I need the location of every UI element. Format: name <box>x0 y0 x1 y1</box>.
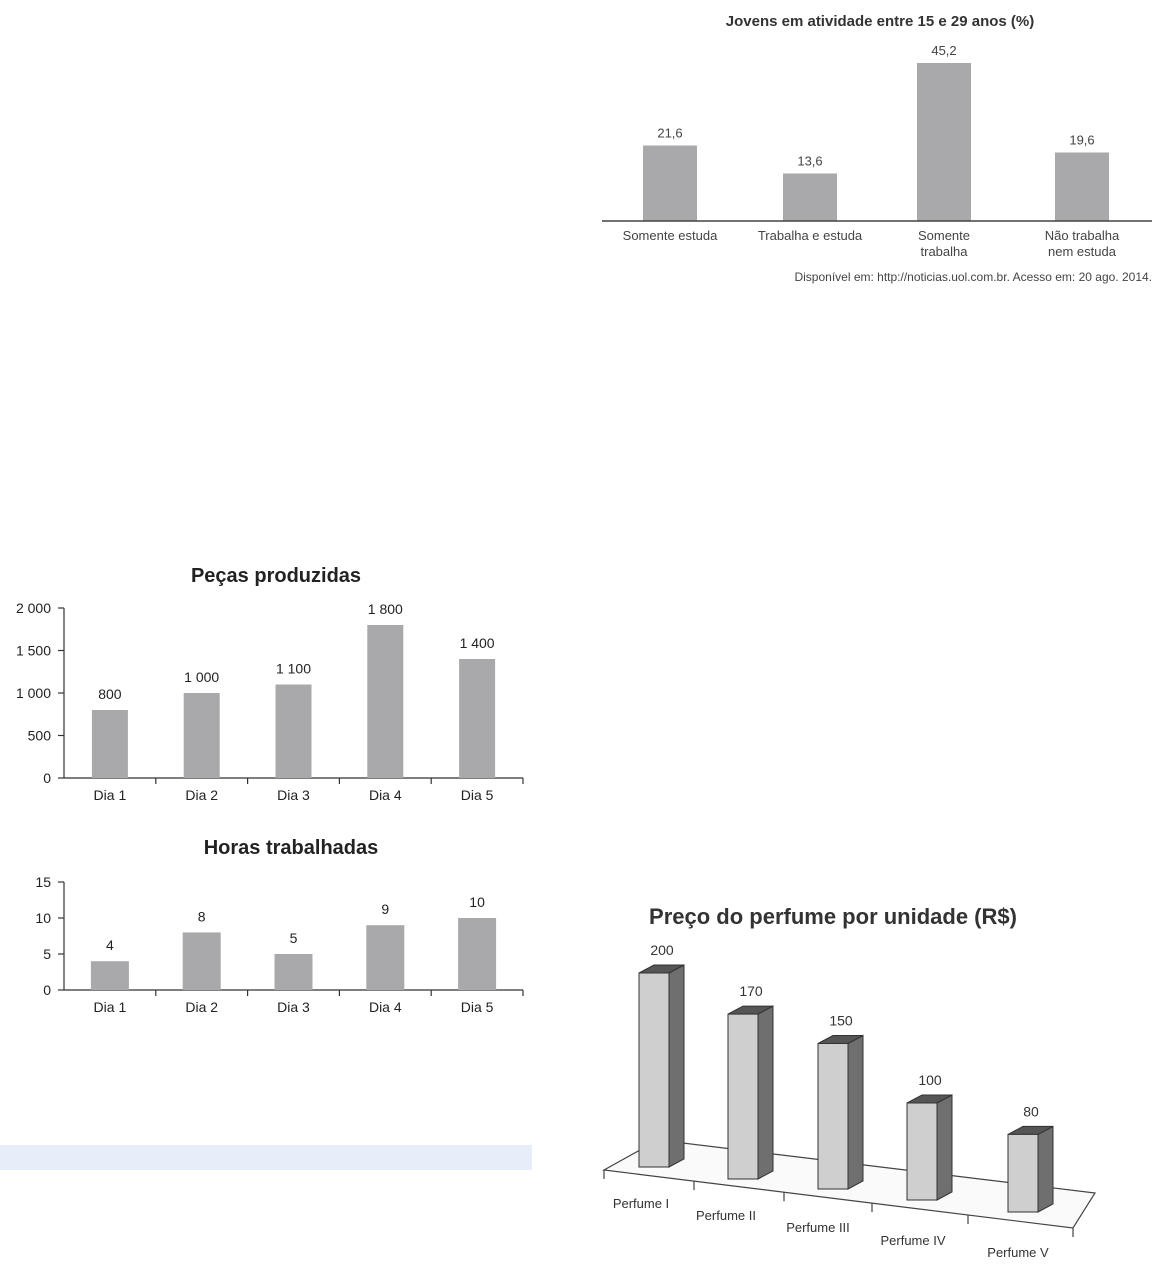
chart-jovens-category-label: Não trabalha <box>1045 228 1120 243</box>
chart-pecas-bar <box>91 710 128 778</box>
chart-perfume-category-label: Perfume I <box>613 1196 669 1211</box>
chart-horas-bar <box>274 954 313 990</box>
chart-horas-bar <box>90 961 129 990</box>
chart-pecas-category-label: Dia 5 <box>461 787 494 803</box>
chart-perfume-value-label: 80 <box>1023 1103 1039 1119</box>
highlight-band <box>0 1145 532 1170</box>
chart-horas-value-label: 9 <box>381 901 389 917</box>
chart-perfume-value-label: 200 <box>650 942 674 958</box>
chart-pecas-category-label: Dia 3 <box>277 787 310 803</box>
chart-pecas-y-tick-label: 1 500 <box>16 643 51 659</box>
chart-pecas-value-label: 1 800 <box>368 601 403 617</box>
chart-horas-y-tick-label: 5 <box>43 946 51 962</box>
chart-jovens-category-label: Somente estuda <box>623 228 718 243</box>
chart-pecas-y-tick-label: 2 000 <box>16 600 51 616</box>
chart-perfume-bar-side <box>757 1005 774 1180</box>
chart-perfume-value-label: 150 <box>829 1013 853 1029</box>
chart-perfume-category-label: Perfume IV <box>880 1233 945 1248</box>
chart-horas-category-label: Dia 4 <box>369 999 402 1015</box>
chart-perfume-bar <box>817 1043 849 1190</box>
chart-perfume-value-label: 170 <box>739 983 763 999</box>
chart-perfume-bar <box>727 1013 759 1180</box>
chart-pecas-category-label: Dia 1 <box>94 787 127 803</box>
chart-jovens-source: Disponível em: http://noticias.uol.com.b… <box>794 270 1152 284</box>
chart-perfume-bar <box>638 972 670 1168</box>
chart-pecas-category-label: Dia 4 <box>369 787 402 803</box>
chart-jovens-value-label: 19,6 <box>1069 132 1094 147</box>
chart-perfume-title: Preço do perfume por unidade (R$) <box>649 904 1017 929</box>
chart-pecas-y-tick-label: 1 000 <box>16 685 51 701</box>
chart-pecas-category-label: Dia 2 <box>185 787 218 803</box>
chart-horas-category-label: Dia 3 <box>277 999 310 1015</box>
chart-horas-value-label: 5 <box>290 930 298 946</box>
chart-jovens: Jovens em atividade entre 15 e 29 anos (… <box>602 13 1152 284</box>
chart-perfume-bar <box>1007 1133 1039 1213</box>
chart-perfume-category-label: Perfume II <box>696 1208 756 1223</box>
chart-horas-value-label: 8 <box>198 908 206 924</box>
chart-horas-category-label: Dia 2 <box>185 999 218 1015</box>
chart-horas-category-label: Dia 1 <box>94 999 127 1015</box>
chart-perfume-bar-side <box>936 1094 953 1201</box>
chart-horas: Horas trabalhadas 0 5 10 15 4 Dia 1 8 Dia 2 5 Dia… <box>35 837 524 1015</box>
chart-perfume-bar-side <box>847 1034 864 1190</box>
chart-horas-bar <box>366 925 405 990</box>
chart-horas-title: Horas trabalhadas <box>204 837 379 859</box>
chart-pecas-title: Peças produzidas <box>191 565 361 587</box>
chart-pecas-value-label: 1 400 <box>460 635 495 651</box>
chart-pecas-bar <box>459 659 496 778</box>
chart-pecas-y-tick-label: 500 <box>28 728 52 744</box>
chart-pecas-bar <box>367 625 404 778</box>
chart-horas-bar <box>182 932 221 990</box>
chart-pecas-value-label: 1 000 <box>184 669 219 685</box>
chart-horas-category-label: Dia 5 <box>461 999 494 1015</box>
chart-perfume: Preço do perfume por unidade (R$) 200 170… <box>602 904 1097 1260</box>
chart-perfume-bar <box>906 1102 938 1201</box>
chart-jovens-title: Jovens em atividade entre 15 e 29 anos (… <box>726 13 1034 30</box>
chart-horas-y-tick-label: 10 <box>35 910 51 926</box>
chart-jovens-category-label: Trabalha e estuda <box>758 228 863 243</box>
chart-pecas-value-label: 1 100 <box>276 661 311 677</box>
chart-perfume-category-label: Perfume V <box>987 1245 1049 1260</box>
chart-perfume-bar-side <box>668 964 685 1168</box>
chart-pecas-bar <box>275 684 312 778</box>
chart-perfume-bar-side <box>1037 1125 1054 1213</box>
chart-pecas-y-tick-label: 0 <box>43 770 51 786</box>
chart-perfume-value-label: 100 <box>918 1072 942 1088</box>
chart-jovens-bar <box>643 145 697 221</box>
chart-jovens-category-label: trabalha <box>921 244 969 259</box>
chart-jovens-category-label: nem estuda <box>1048 244 1117 259</box>
chart-jovens-category-label: Somente <box>918 228 970 243</box>
chart-horas-y-tick-label: 15 <box>35 874 51 890</box>
chart-jovens-bar <box>783 173 837 221</box>
chart-horas-value-label: 4 <box>106 937 114 953</box>
chart-horas-value-label: 10 <box>469 894 485 910</box>
chart-horas-y-tick-label: 0 <box>43 982 51 998</box>
chart-jovens-bar <box>917 63 971 221</box>
chart-pecas: Peças produzidas 0 500 1 000 1 500 2 000 800 D… <box>16 565 524 803</box>
chart-pecas-bar <box>183 693 220 778</box>
chart-jovens-bar <box>1055 152 1109 221</box>
chart-jovens-value-label: 13,6 <box>797 153 822 168</box>
chart-jovens-value-label: 45,2 <box>931 43 956 58</box>
chart-jovens-value-label: 21,6 <box>657 125 682 140</box>
chart-pecas-value-label: 800 <box>98 686 122 702</box>
chart-perfume-category-label: Perfume III <box>786 1220 850 1235</box>
chart-horas-bar <box>458 918 497 990</box>
